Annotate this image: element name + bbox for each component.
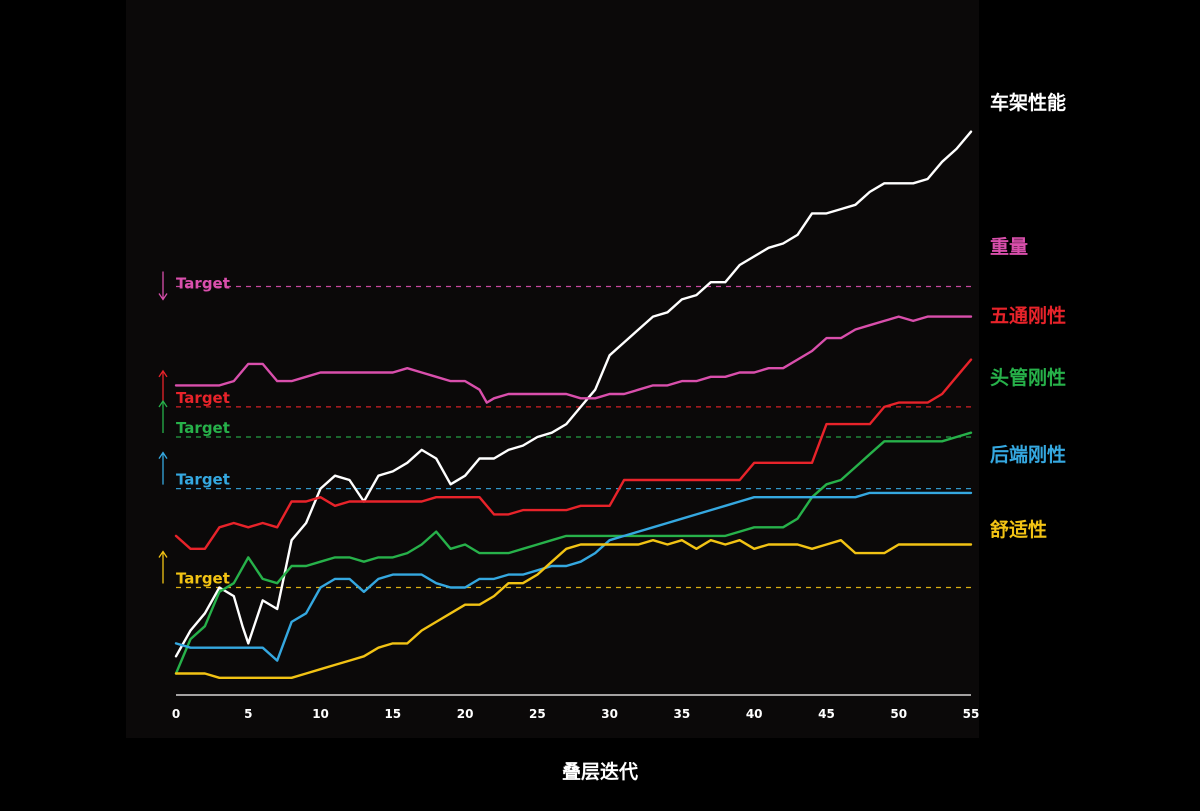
x-tick-label: 45 — [818, 707, 835, 721]
x-tick-label: 10 — [312, 707, 329, 721]
series-line — [174, 491, 973, 662]
series-line — [174, 539, 973, 679]
target-arrowhead-icon — [158, 451, 168, 459]
series-line — [174, 315, 973, 404]
x-tick-label: 20 — [457, 707, 474, 721]
target-label: Target — [176, 275, 230, 293]
series-label: 重量 — [990, 236, 1028, 258]
series-label: 五通刚性 — [990, 304, 1066, 327]
target-arrowhead-icon — [158, 550, 168, 558]
x-tick-label: 5 — [244, 707, 252, 721]
x-tick-label: 40 — [746, 707, 763, 721]
target-arrowhead-icon — [158, 293, 168, 301]
x-tick-label: 25 — [529, 707, 546, 721]
x-tick-label: 35 — [674, 707, 691, 721]
x-tick-label: 15 — [384, 707, 401, 721]
series-label: 后端刚性 — [990, 443, 1066, 466]
series-label: 车架性能 — [990, 91, 1066, 114]
series-line — [174, 431, 973, 675]
series-line — [174, 358, 973, 550]
target-label: Target — [176, 389, 230, 407]
series-line — [174, 130, 973, 658]
target-arrowhead-icon — [158, 369, 168, 378]
target-arrowhead-icon — [158, 399, 168, 408]
x-tick-label: 50 — [890, 707, 907, 721]
target-label: Target — [176, 570, 230, 588]
target-label: Target — [176, 471, 230, 489]
x-tick-label: 0 — [172, 707, 180, 721]
series-label: 头管刚性 — [990, 366, 1066, 389]
x-axis-label: 叠层迭代 — [561, 761, 638, 783]
x-tick-label: 30 — [601, 707, 618, 721]
x-tick-label: 55 — [963, 707, 980, 721]
series-label: 舒适性 — [990, 518, 1047, 541]
target-label: Target — [176, 419, 230, 437]
